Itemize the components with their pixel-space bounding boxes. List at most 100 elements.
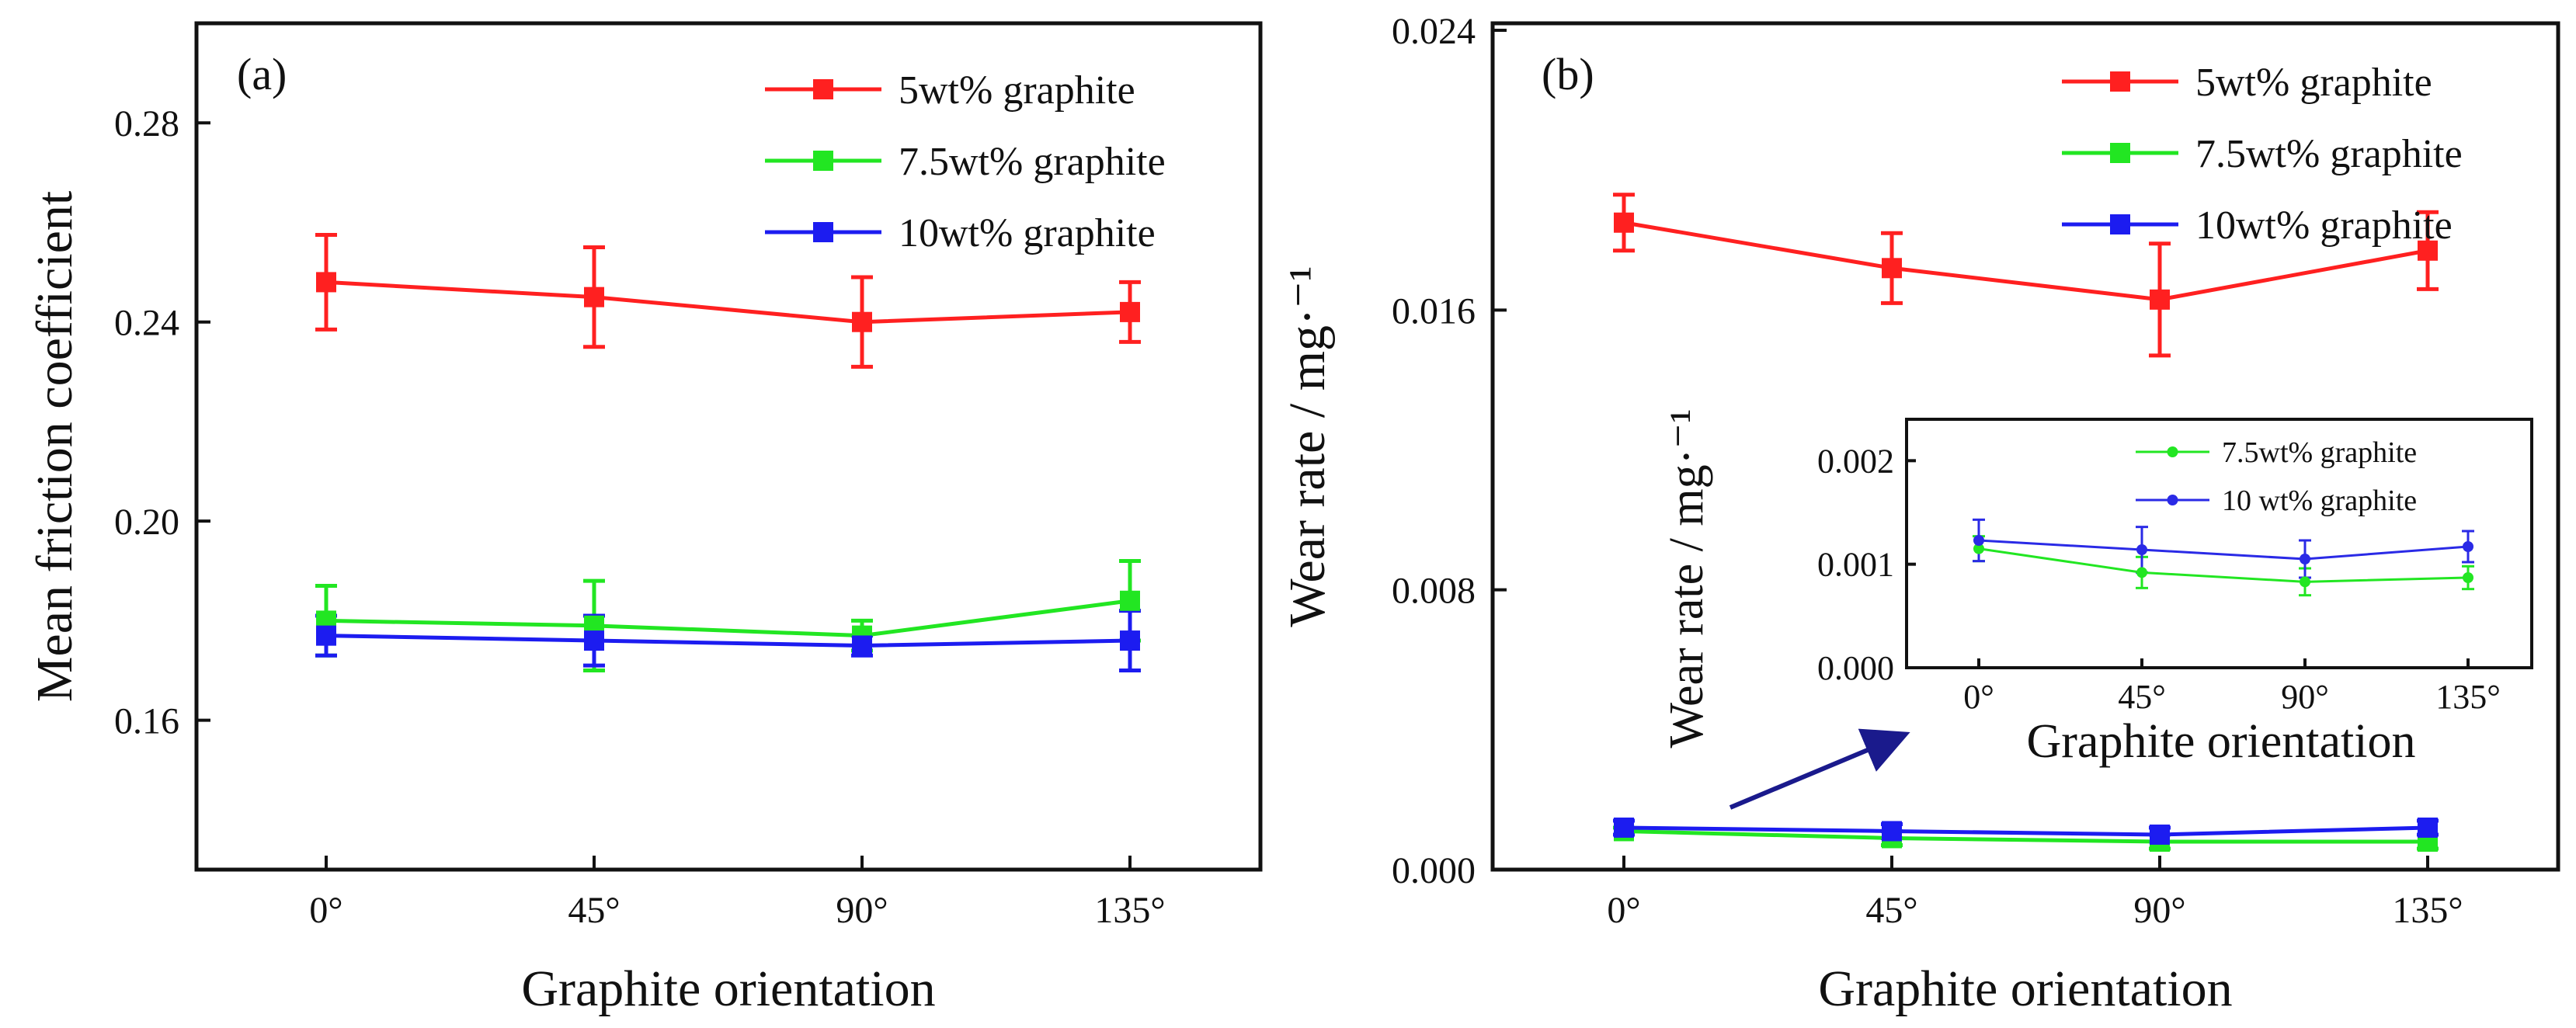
panel-a-x-axis-title: Graphite orientation bbox=[521, 960, 935, 1017]
a-legend-label: 5wt% graphite bbox=[899, 68, 1135, 113]
i-data-point bbox=[2300, 576, 2310, 588]
i-data-point bbox=[2300, 554, 2310, 564]
i-x-tick-label: 45° bbox=[2118, 678, 2166, 716]
b-series-line bbox=[1623, 221, 2428, 302]
b-data-point bbox=[2418, 817, 2438, 838]
a-legend-marker bbox=[813, 79, 833, 99]
b-data-point bbox=[2150, 289, 2170, 310]
a-series-line bbox=[325, 280, 1131, 325]
b-x-tick-label: 135° bbox=[2392, 890, 2463, 931]
inset-markers bbox=[1973, 535, 2473, 588]
i-legend-marker bbox=[2167, 446, 2178, 457]
a-legend-marker bbox=[813, 222, 833, 242]
a-legend-label: 10wt% graphite bbox=[899, 211, 1156, 255]
i-series-line bbox=[1978, 539, 2469, 561]
panel-b-label: (b) bbox=[1542, 49, 1594, 99]
i-legend-label: 10 wt% graphite bbox=[2222, 484, 2417, 517]
a-y-tick-label: 0.24 bbox=[114, 303, 179, 344]
i-y-tick-label: 0.001 bbox=[1817, 546, 1894, 584]
inset-lines bbox=[1978, 539, 2469, 583]
inset-pointer-arrow bbox=[1729, 728, 1910, 810]
b-data-point bbox=[1882, 258, 1902, 279]
panel-b-frame bbox=[1490, 21, 2560, 872]
a-y-tick-label: 0.20 bbox=[114, 502, 179, 543]
panel-b-ticks: 0° 45° 90° 135° 0.000 0.008 0.016 0.024 bbox=[1392, 11, 2463, 931]
panel-a-error-bars bbox=[315, 233, 1141, 673]
a-x-tick-label: 0° bbox=[309, 890, 342, 931]
b-series-line bbox=[1623, 825, 2428, 837]
a-data-point bbox=[1120, 630, 1140, 651]
b-legend-label: 10wt% graphite bbox=[2195, 203, 2453, 248]
b-x-tick-label: 90° bbox=[2133, 890, 2185, 931]
b-data-point bbox=[1614, 817, 1634, 838]
i-data-point bbox=[2463, 572, 2473, 583]
i-x-tick-label: 0° bbox=[1963, 678, 1994, 716]
b-legend-label: 5wt% graphite bbox=[2195, 61, 2432, 105]
a-x-tick-label: 90° bbox=[836, 890, 888, 931]
a-y-tick-label: 0.28 bbox=[114, 103, 179, 144]
inset-x-axis-title: Graphite orientation bbox=[2027, 715, 2416, 768]
a-data-point bbox=[852, 311, 872, 332]
i-data-point bbox=[2463, 541, 2473, 552]
i-legend-label: 7.5wt% graphite bbox=[2222, 436, 2417, 469]
b-series-line bbox=[1623, 828, 2428, 844]
b-data-point bbox=[1882, 821, 1902, 842]
a-legend-label: 7.5wt% graphite bbox=[899, 140, 1166, 184]
i-x-tick-label: 90° bbox=[2281, 678, 2329, 716]
inset-frame bbox=[1905, 418, 2533, 669]
panel-a-ticks: 0° 45° 90° 135° 0.16 0.20 0.24 0.28 bbox=[114, 103, 1166, 931]
b-data-point bbox=[2418, 240, 2438, 261]
panel-b-markers bbox=[1614, 212, 2438, 852]
a-data-point bbox=[584, 630, 604, 651]
a-data-point bbox=[584, 287, 604, 307]
i-data-point bbox=[1973, 543, 1984, 554]
i-y-tick-label: 0.000 bbox=[1817, 649, 1894, 687]
a-data-point bbox=[1120, 590, 1140, 611]
inset-legend: 7.5wt% graphite 10 wt% graphite bbox=[2136, 436, 2417, 517]
i-x-tick-label: 135° bbox=[2435, 678, 2501, 716]
b-legend-marker bbox=[2110, 143, 2130, 163]
b-legend-marker bbox=[2110, 214, 2130, 234]
panel-b: 0° 45° 90° 135° 0.000 0.008 0.016 0.024 5wt% gr… bbox=[1279, 11, 2560, 1017]
b-legend-marker bbox=[2110, 71, 2130, 92]
panel-b-y-axis-title: Wear rate / mg·⁻¹ bbox=[1279, 266, 1336, 627]
a-series-line bbox=[325, 634, 1131, 648]
a-data-point bbox=[1120, 301, 1140, 322]
panel-b-lines bbox=[1623, 221, 2428, 844]
panel-b-legend: 5wt% graphite 7.5wt% graphite 10wt% graphi… bbox=[2062, 61, 2463, 248]
b-data-point bbox=[1614, 212, 1634, 233]
b-y-tick-label: 0.024 bbox=[1392, 11, 1476, 52]
b-y-tick-label: 0.008 bbox=[1392, 571, 1476, 612]
panel-a-label: (a) bbox=[237, 49, 287, 99]
b-x-tick-label: 45° bbox=[1865, 890, 1917, 931]
i-y-tick-label: 0.002 bbox=[1817, 442, 1894, 480]
panel-b-x-axis-title: Graphite orientation bbox=[1818, 960, 2232, 1017]
a-y-tick-label: 0.16 bbox=[114, 701, 179, 742]
b-y-tick-label: 0.016 bbox=[1392, 290, 1476, 332]
panel-a-frame bbox=[194, 21, 1263, 872]
a-data-point bbox=[316, 625, 336, 646]
a-x-tick-label: 45° bbox=[568, 890, 620, 931]
panel-a: 0° 45° 90° 135° 0.16 0.20 0.24 0.28 5wt% graphi… bbox=[26, 21, 1263, 1017]
panel-b-inset: 0° 45° 90° 135° 0.000 0.001 0.002 7.5wt% graph… bbox=[1660, 408, 2533, 768]
a-data-point bbox=[852, 635, 872, 656]
b-y-tick-label: 0.000 bbox=[1392, 850, 1476, 891]
b-x-tick-label: 0° bbox=[1607, 890, 1640, 931]
a-data-point bbox=[316, 272, 336, 293]
panel-a-y-axis-title: Mean friction coefficient bbox=[26, 191, 83, 703]
a-x-tick-label: 135° bbox=[1094, 890, 1165, 931]
b-legend-label: 7.5wt% graphite bbox=[2195, 132, 2463, 176]
i-data-point bbox=[2136, 567, 2147, 578]
b-data-point bbox=[2150, 824, 2170, 845]
panel-a-lines bbox=[325, 280, 1131, 648]
i-series-line bbox=[1978, 547, 2469, 583]
panel-a-legend: 5wt% graphite 7.5wt% graphite 10wt% graphi… bbox=[765, 68, 1166, 255]
panel-a-markers bbox=[316, 272, 1140, 656]
inset-y-axis-title: Wear rate / mg·⁻¹ bbox=[1660, 408, 1713, 748]
i-data-point bbox=[1973, 535, 1984, 546]
a-series-line bbox=[325, 599, 1131, 638]
inset-ticks: 0° 45° 90° 135° 0.000 0.001 0.002 bbox=[1817, 442, 2501, 716]
i-legend-marker bbox=[2167, 495, 2178, 505]
a-legend-marker bbox=[813, 151, 833, 171]
